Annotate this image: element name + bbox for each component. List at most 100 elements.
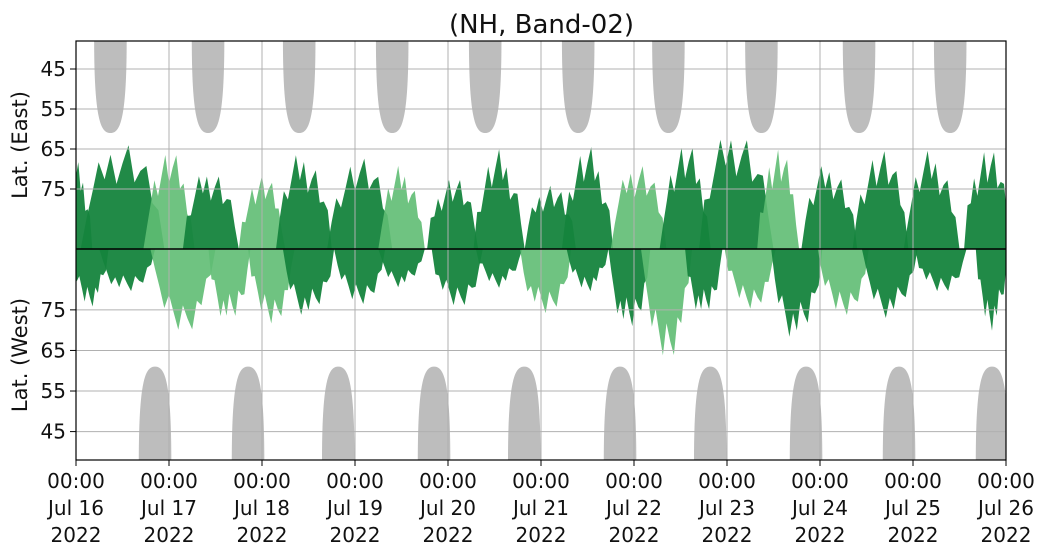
x-tick-label-1-line-2: 2022 — [144, 523, 195, 547]
gray-region-west-5 — [603, 366, 637, 460]
gray-region-west-4 — [507, 366, 541, 460]
green-region-west-19 — [915, 249, 967, 292]
plot-area — [76, 41, 1006, 460]
green-region-east-6 — [327, 158, 393, 249]
gray-region-east-4 — [468, 41, 502, 133]
x-tick-label-9-line-0: 00:00 — [884, 469, 942, 493]
x-tick-label-10-line-1: Jul 26 — [976, 496, 1034, 520]
green-region-east-5 — [276, 155, 332, 249]
green-region-west-5 — [282, 249, 335, 315]
green-region-west-11 — [566, 249, 609, 292]
x-tick-label-10-line-2: 2022 — [981, 523, 1032, 547]
gray-region-east-1 — [191, 41, 225, 133]
x-tick-label-6-line-1: Jul 22 — [604, 496, 662, 520]
chart-title: (NH, Band-02) — [449, 10, 634, 40]
x-tick-label-0-line-1: Jul 16 — [46, 496, 104, 520]
x-tick-label-3-line-1: Jul 19 — [325, 496, 383, 520]
x-tick-label-8: 00:00 Jul 24 2022 — [790, 469, 849, 547]
x-tick-label-0-line-0: 00:00 — [47, 469, 105, 493]
x-tick-label-6-line-0: 00:00 — [605, 469, 663, 493]
gray-region-west-3 — [417, 366, 451, 460]
y-tick-east-2: 65 — [41, 137, 66, 161]
green-region-east-17 — [852, 151, 909, 249]
green-region-east-1 — [80, 145, 165, 249]
x-tick-label-3-line-2: 2022 — [330, 523, 381, 547]
green-region-east-8 — [427, 179, 479, 249]
green-region-east-13 — [659, 147, 711, 249]
green-region-layer — [76, 139, 1006, 356]
x-tick-label-10: 00:00 Jul 26 2022 — [976, 469, 1035, 547]
y-axis-label-east: Lat. (East) — [8, 91, 32, 199]
gray-region-west-9 — [975, 366, 1006, 460]
x-tick-label-6-line-2: 2022 — [609, 523, 660, 547]
x-tick-label-3: 00:00 Jul 19 2022 — [325, 469, 384, 547]
x-tick-label-2-line-0: 00:00 — [233, 469, 291, 493]
x-tick-label-0-line-2: 2022 — [51, 523, 102, 547]
gray-region-west-6 — [693, 366, 727, 460]
gray-region-east-2 — [282, 41, 316, 133]
gray-region-layer — [94, 41, 1006, 460]
gray-region-west-7 — [789, 366, 823, 460]
x-tick-label-7-line-2: 2022 — [702, 523, 753, 547]
green-region-west-12 — [608, 249, 651, 327]
x-tick-label-9-line-1: Jul 25 — [883, 496, 941, 520]
green-region-east-9 — [473, 149, 525, 249]
x-tick-label-1-line-1: Jul 17 — [139, 496, 197, 520]
grid-layer — [76, 41, 1006, 460]
x-tick-label-5: 00:00 Jul 21 2022 — [511, 469, 570, 547]
gray-region-west-2 — [321, 366, 355, 460]
green-region-west-8 — [431, 249, 483, 306]
green-region-east-18 — [903, 150, 960, 249]
y-tick-west-2: 55 — [41, 379, 66, 403]
green-region-west-13 — [641, 249, 693, 356]
y-tick-west-1: 65 — [41, 338, 66, 362]
x-tick-label-9-line-2: 2022 — [888, 523, 939, 547]
green-region-east-19 — [964, 152, 1006, 249]
y-tick-west-3: 45 — [41, 420, 66, 444]
x-tick-label-7-line-1: Jul 23 — [697, 496, 755, 520]
x-tick-label-1-line-0: 00:00 — [140, 469, 198, 493]
x-tick-label-4-line-1: Jul 20 — [418, 496, 476, 520]
green-region-east-12 — [610, 166, 667, 249]
y-axis-ticks: 45 55 65 75 75 65 55 45 — [41, 57, 76, 444]
green-region-east-16 — [801, 166, 858, 249]
x-tick-label-5-line-0: 00:00 — [512, 469, 570, 493]
y-tick-east-3: 75 — [41, 177, 66, 201]
x-tick-label-10-line-0: 00:00 — [977, 469, 1035, 493]
green-region-east-3 — [182, 176, 239, 249]
x-tick-label-8-line-1: Jul 24 — [790, 496, 848, 520]
gray-region-east-7 — [745, 41, 778, 133]
x-tick-label-5-line-1: Jul 21 — [511, 496, 569, 520]
x-tick-label-4-line-2: 2022 — [423, 523, 474, 547]
gray-region-east-9 — [933, 41, 967, 133]
x-axis-ticks: 00:00 Jul 16 2022 00:00 Jul 17 2022 00:00 Jul 1… — [46, 460, 1035, 547]
green-region-west-0 — [76, 249, 109, 307]
green-region-east-11 — [561, 147, 614, 249]
green-region-east-10 — [524, 185, 576, 249]
x-tick-label-7: 00:00 Jul 23 2022 — [697, 469, 756, 547]
gray-region-east-8 — [842, 41, 876, 133]
y-tick-east-0: 45 — [41, 57, 66, 81]
x-tick-label-1: 00:00 Jul 17 2022 — [139, 469, 198, 547]
green-region-west-16 — [771, 249, 823, 337]
x-tick-label-2-line-2: 2022 — [237, 523, 288, 547]
green-region-west-10 — [520, 249, 572, 314]
x-tick-label-7-line-0: 00:00 — [698, 469, 756, 493]
green-region-east-15 — [757, 149, 800, 249]
gray-region-west-8 — [882, 366, 916, 460]
y-tick-west-0: 75 — [41, 298, 66, 322]
green-region-west-3 — [208, 249, 251, 317]
green-region-west-15 — [724, 249, 776, 309]
green-region-east-7 — [378, 165, 425, 249]
y-tick-east-1: 55 — [41, 97, 66, 121]
green-region-east-14 — [699, 139, 774, 249]
green-region-west-4 — [248, 249, 295, 324]
x-tick-label-2: 00:00 Jul 18 2022 — [232, 469, 291, 547]
green-region-west-6 — [334, 249, 386, 304]
green-region-west-17 — [817, 249, 869, 315]
gray-region-west-0 — [138, 366, 172, 460]
gray-region-east-0 — [94, 41, 127, 133]
green-region-west-1 — [99, 249, 156, 292]
gray-region-east-3 — [375, 41, 409, 133]
